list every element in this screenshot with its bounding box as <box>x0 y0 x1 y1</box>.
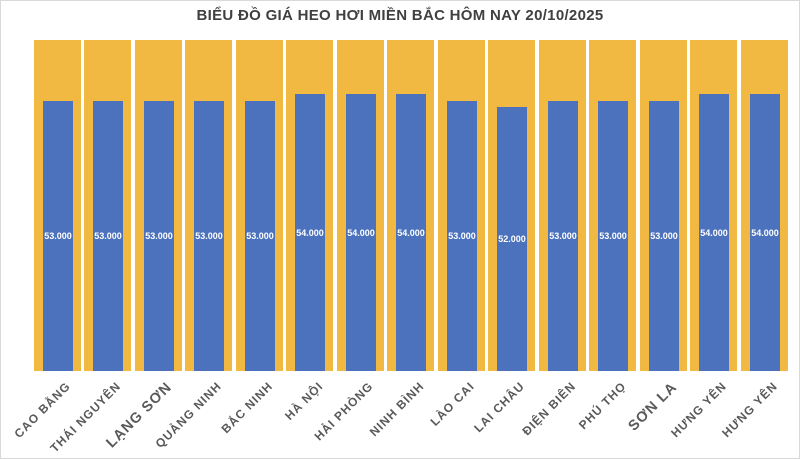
price-value-label: 52.000 <box>498 234 526 244</box>
category-label: LÀO CAI <box>427 379 478 429</box>
price-value-label: 54.000 <box>751 227 779 238</box>
price-value-label: 53.000 <box>94 231 122 241</box>
price-value-label: 54.000 <box>700 227 728 238</box>
price-bar: 53.000 <box>548 101 578 371</box>
category-slot: 53.000 QUẢNG NINH <box>153 40 232 458</box>
price-value-label: 53.000 <box>448 231 476 241</box>
price-bar: 52.000 <box>497 107 527 371</box>
price-value-label: 54.000 <box>397 227 425 238</box>
price-bar: 53.000 <box>194 101 224 371</box>
price-value-label: 53.000 <box>246 231 274 241</box>
price-bar: 53.000 <box>649 101 679 371</box>
price-bar: 54.000 <box>396 94 426 371</box>
category-slot: 52.000 LAI CHÂU <box>471 40 535 458</box>
category-slot: 54.000 HƯNG YÊN <box>668 40 737 458</box>
price-bar: 54.000 <box>346 94 376 371</box>
price-bar: 54.000 <box>750 94 780 371</box>
price-bar: 53.000 <box>598 101 628 371</box>
category-slot: 53.000 LÀO CAI <box>428 40 485 458</box>
price-bar: 53.000 <box>43 101 73 371</box>
category-slot: 54.000 NINH BÌNH <box>366 40 434 458</box>
category-slot: 53.000 SƠN LA <box>625 40 687 458</box>
category-slot: 54.000 HẢI PHÒNG <box>312 40 384 458</box>
category-slot: 54.000 HƯNG YÊN <box>719 40 788 458</box>
category-slot: 54.000 HÀ NỘI <box>282 40 333 458</box>
plot-area: 53.000 CAO BẰNG 53.000 THÁI NGUYÊN 53.00… <box>12 40 791 458</box>
price-value-label: 54.000 <box>296 227 324 238</box>
category-slot: 53.000 LẠNG SƠN <box>103 40 182 458</box>
price-bar: 53.000 <box>447 101 477 371</box>
price-bar: 53.000 <box>93 101 123 371</box>
price-value-label: 53.000 <box>44 231 72 241</box>
category-label: HÀ NỘI <box>281 379 326 423</box>
price-bar: 53.000 <box>144 101 174 371</box>
category-slot: 53.000 ĐIỆN BIÊN <box>519 40 586 458</box>
price-value-label: 53.000 <box>650 231 678 241</box>
price-value-label: 53.000 <box>145 231 173 241</box>
price-bar: 54.000 <box>699 94 729 371</box>
category-slot: 53.000 THÁI NGUYÊN <box>47 40 131 458</box>
price-bar: 54.000 <box>295 94 325 371</box>
category-slot: 53.000 BẮC NINH <box>218 40 283 458</box>
category-slot: 53.000 PHÚ THỌ <box>575 40 636 458</box>
price-value-label: 53.000 <box>549 231 577 241</box>
price-value-label: 53.000 <box>599 231 627 241</box>
price-bar: 53.000 <box>245 101 275 371</box>
price-value-label: 54.000 <box>347 227 375 238</box>
category-slot: 53.000 CAO BẰNG <box>12 40 81 458</box>
chart-title: BIỂU ĐỒ GIÁ HEO HƠI MIỀN BẮC HÔM NAY 20/… <box>196 7 604 24</box>
price-value-label: 53.000 <box>195 231 223 241</box>
